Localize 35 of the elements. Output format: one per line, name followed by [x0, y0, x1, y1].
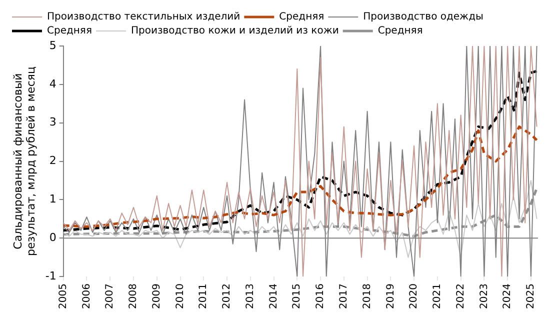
x-tick-label: 2011 [198, 284, 210, 310]
y-tick-label: 0 [49, 230, 56, 244]
y-tick-label: 2 [49, 154, 56, 168]
legend-label: Производство одежды [363, 12, 484, 23]
x-tick-label: 2023 [478, 284, 490, 310]
x-tick-label: 2008 [128, 284, 140, 310]
x-tick-label: 2018 [362, 284, 373, 310]
x-tick-label: 2024 [502, 284, 514, 310]
x-tick-label: 2007 [104, 284, 116, 310]
x-tick-label: 2017 [338, 284, 350, 310]
y-axis-title: Сальдированный финансовый результат, млрд рублей в месяц [11, 66, 38, 256]
x-tick-label: 2012 [222, 284, 233, 310]
y-tick-label: -1 [45, 269, 56, 282]
y-tick-label: 3 [49, 116, 56, 129]
legend-label: Средняя [378, 26, 423, 37]
x-tick-label: 2022 [455, 284, 466, 310]
y-tick-label: 4 [49, 77, 56, 90]
x-tick-label: 2016 [315, 284, 326, 310]
x-tick-label: 2013 [244, 284, 256, 310]
x-tick-label: 2010 [174, 284, 186, 310]
x-tick-label: 2019 [385, 284, 396, 310]
legend-label: Средняя [47, 26, 92, 37]
y-tick-label: 1 [49, 192, 56, 206]
legend-label: Средняя [279, 12, 324, 23]
x-tick-label: 2020 [408, 284, 420, 310]
x-tick-label: 2014 [268, 284, 280, 310]
x-tick-label: 2025 [526, 284, 537, 310]
legend-label: Производство текстильных изделий [47, 12, 240, 23]
x-tick-label: 2009 [151, 284, 162, 310]
x-tick-label: 2006 [81, 284, 92, 310]
legend-label: Производство кожи и изделий из кожи [130, 26, 339, 37]
x-tick-label: 2015 [292, 284, 303, 310]
y-tick-label: 5 [49, 38, 56, 52]
x-tick-label: 2005 [58, 284, 69, 310]
x-tick-label: 2021 [432, 284, 444, 310]
